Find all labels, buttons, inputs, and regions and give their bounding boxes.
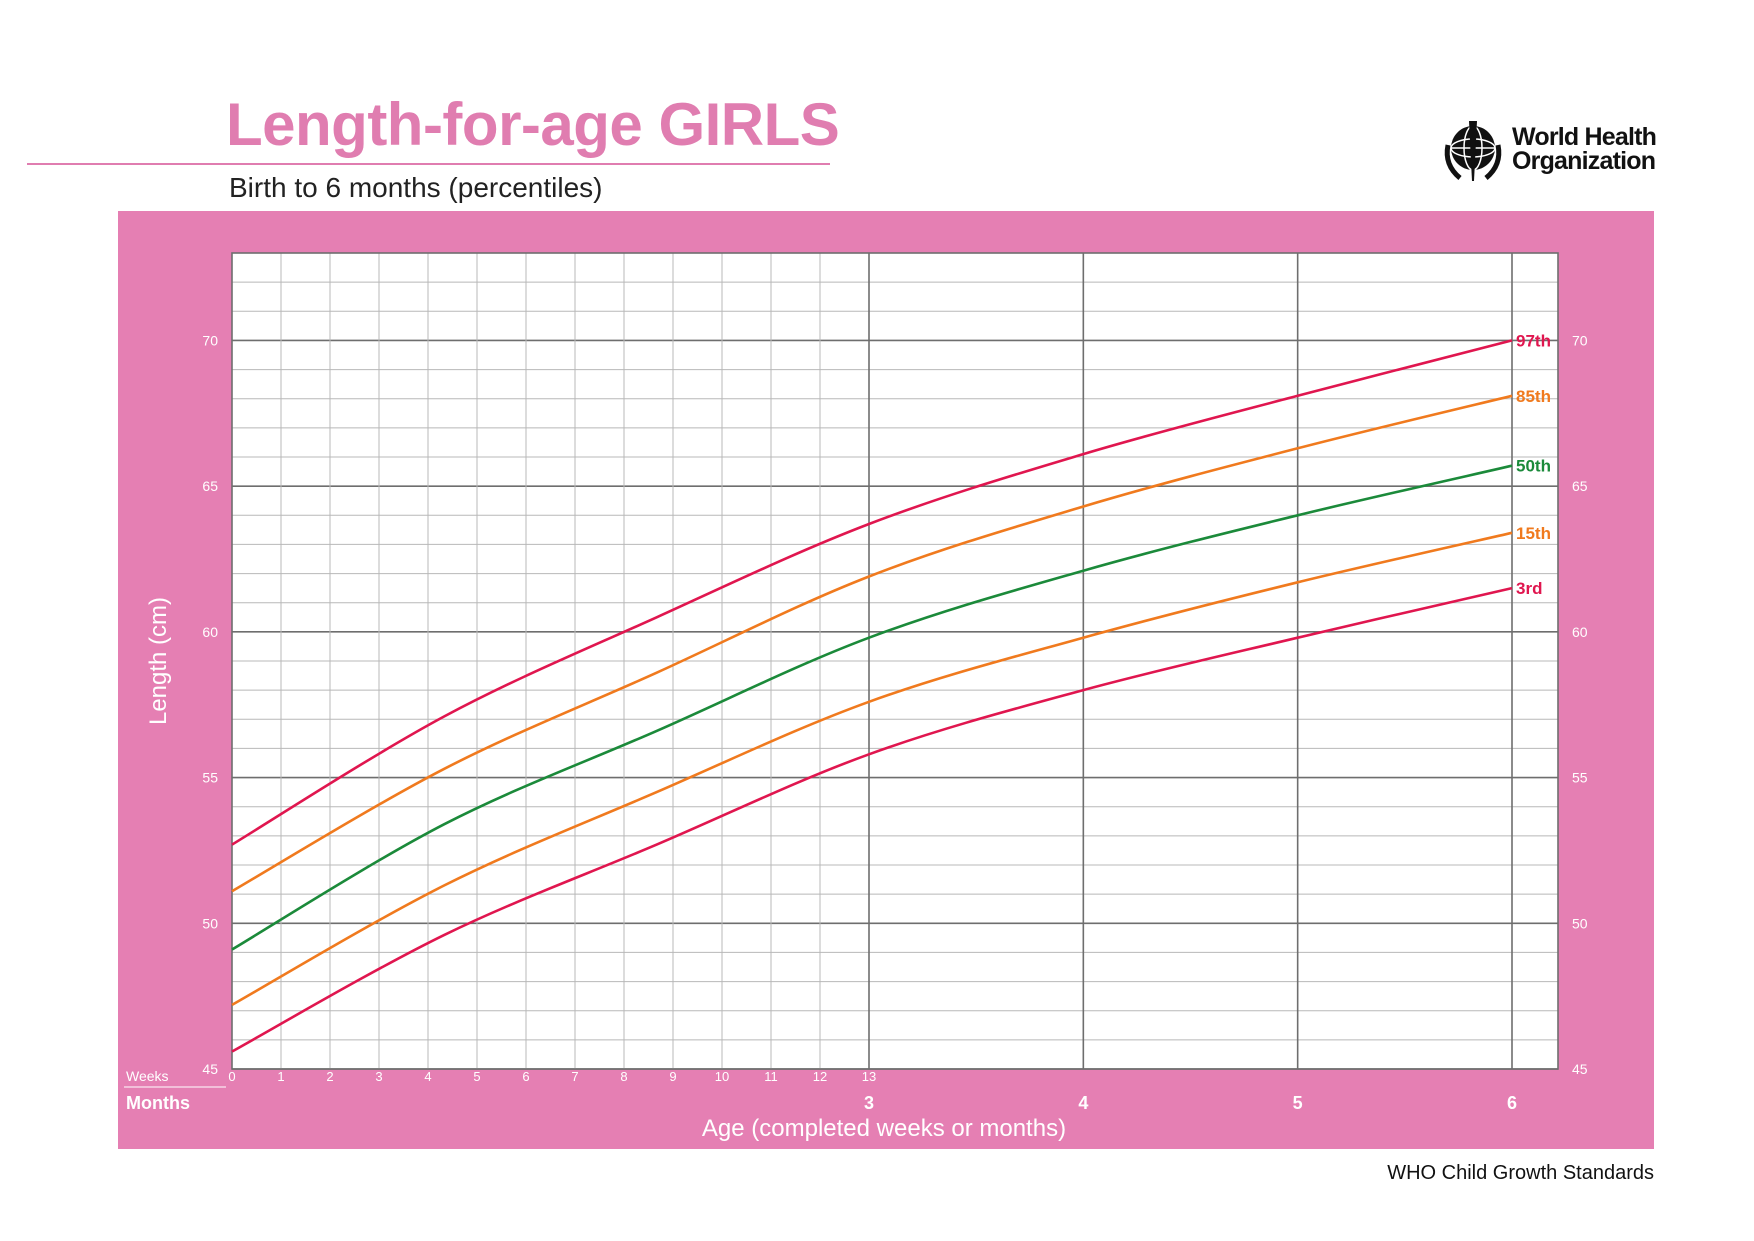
series-label-85th: 85th [1516, 387, 1551, 406]
title-underline [27, 163, 830, 165]
series-line-50th [231, 464, 1513, 951]
y-tick-label-left: 60 [202, 624, 218, 640]
y-tick-label-right: 55 [1572, 770, 1588, 786]
month-tick-label: 5 [1293, 1093, 1303, 1113]
footer-credit: WHO Child Growth Standards [1387, 1162, 1654, 1184]
y-tick-label-left: 50 [202, 915, 218, 931]
logo-line1: World Health [1512, 123, 1657, 151]
month-tick-label: 6 [1507, 1093, 1517, 1113]
week-tick-label: 4 [424, 1069, 431, 1084]
y-tick-label-right: 70 [1572, 332, 1588, 348]
who-logo: World Health Organization [1438, 115, 1668, 185]
series-line-85th [231, 394, 1513, 893]
y-tick-label-left: 55 [202, 770, 218, 786]
series-line-15th [231, 531, 1513, 1007]
y-tick-label-right: 50 [1572, 915, 1588, 931]
week-tick-label: 13 [862, 1069, 876, 1084]
y-tick-label-left: 45 [202, 1061, 218, 1077]
week-tick-label: 2 [326, 1069, 333, 1084]
chart-panel: 45 45 50 50 55 55 60 60 65 65 70 70 Length (cm) Weeks… [118, 211, 1654, 1149]
weeks-row-label: Weeks [126, 1068, 169, 1084]
who-emblem-icon [1444, 121, 1502, 181]
y-tick-label-left: 65 [202, 478, 218, 494]
month-tick-label: 3 [864, 1093, 874, 1113]
month-tick-label: 4 [1078, 1093, 1088, 1113]
week-tick-label: 6 [522, 1069, 529, 1084]
page-title: Length-for-age GIRLS [226, 91, 840, 158]
series-line-3rd [231, 586, 1513, 1053]
week-tick-label: 1 [277, 1069, 284, 1084]
week-tick-label: 11 [764, 1069, 778, 1084]
week-tick-label: 8 [620, 1069, 627, 1084]
y-tick-label-right: 45 [1572, 1061, 1588, 1077]
y-tick-label-right: 65 [1572, 478, 1588, 494]
y-tick-label-left: 70 [202, 332, 218, 348]
week-tick-label: 10 [715, 1069, 729, 1084]
week-tick-label: 5 [473, 1069, 480, 1084]
y-tick-label-right: 60 [1572, 624, 1588, 640]
x-axis-title: Age (completed weeks or months) [702, 1115, 1066, 1142]
series-label-50th: 50th [1516, 457, 1551, 476]
week-tick-label: 3 [375, 1069, 382, 1084]
week-tick-label: 12 [813, 1069, 827, 1084]
series-label-3rd: 3rd [1516, 579, 1542, 598]
series-label-97th: 97th [1516, 331, 1551, 350]
series-label-15th: 15th [1516, 524, 1551, 543]
page-subtitle: Birth to 6 months (percentiles) [229, 172, 603, 203]
series-line-97th [231, 339, 1513, 846]
week-tick-label: 9 [669, 1069, 676, 1084]
y-axis-title: Length (cm) [145, 597, 172, 725]
week-tick-label: 7 [571, 1069, 578, 1084]
months-row-label: Months [126, 1093, 190, 1113]
plot-border [231, 252, 1559, 1070]
week-tick-label: 0 [228, 1069, 235, 1084]
logo-line2: Organization [1512, 147, 1656, 175]
